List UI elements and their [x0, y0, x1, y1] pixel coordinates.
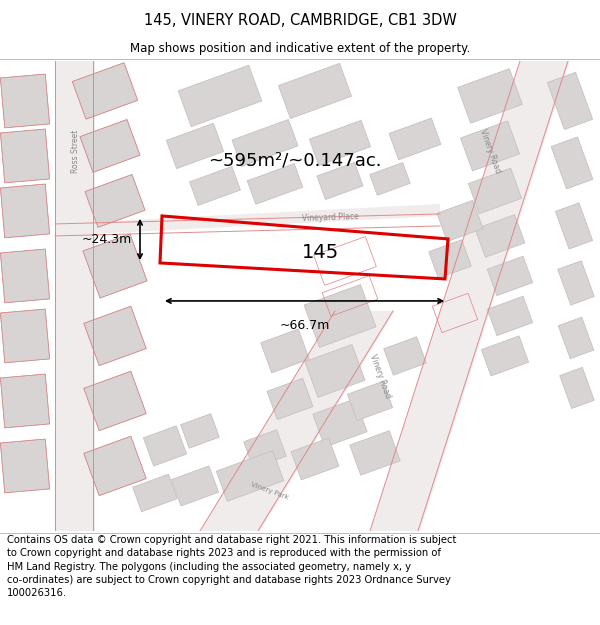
Polygon shape: [55, 204, 440, 236]
Polygon shape: [85, 174, 145, 228]
Text: Vinery Park: Vinery Park: [250, 481, 290, 501]
Polygon shape: [313, 399, 367, 447]
Polygon shape: [200, 311, 395, 531]
Polygon shape: [80, 119, 140, 172]
Polygon shape: [556, 203, 593, 249]
Polygon shape: [429, 240, 471, 278]
Polygon shape: [1, 439, 50, 493]
Polygon shape: [558, 261, 594, 305]
Polygon shape: [347, 381, 392, 421]
Polygon shape: [190, 166, 241, 206]
Polygon shape: [558, 318, 594, 359]
Text: Contains OS data © Crown copyright and database right 2021. This information is : Contains OS data © Crown copyright and d…: [7, 535, 457, 598]
Polygon shape: [560, 368, 594, 409]
Polygon shape: [437, 201, 483, 241]
Polygon shape: [304, 284, 376, 348]
Polygon shape: [247, 164, 303, 204]
Polygon shape: [143, 426, 187, 466]
Polygon shape: [1, 184, 50, 238]
Polygon shape: [469, 168, 521, 214]
Polygon shape: [291, 438, 339, 480]
Polygon shape: [310, 121, 371, 166]
Text: Map shows position and indicative extent of the property.: Map shows position and indicative extent…: [130, 41, 470, 54]
Polygon shape: [1, 74, 50, 128]
Text: Vinery Road: Vinery Road: [368, 352, 392, 399]
Polygon shape: [370, 61, 570, 531]
Polygon shape: [458, 69, 523, 123]
Polygon shape: [178, 65, 262, 127]
Polygon shape: [1, 309, 50, 362]
Polygon shape: [317, 162, 363, 199]
Polygon shape: [487, 256, 533, 296]
Polygon shape: [384, 337, 426, 375]
Text: 145, VINERY ROAD, CAMBRIDGE, CB1 3DW: 145, VINERY ROAD, CAMBRIDGE, CB1 3DW: [143, 13, 457, 28]
Polygon shape: [1, 374, 50, 428]
Polygon shape: [217, 451, 284, 501]
Polygon shape: [244, 430, 286, 468]
Polygon shape: [1, 129, 50, 182]
Polygon shape: [461, 121, 520, 171]
Polygon shape: [73, 62, 137, 119]
Polygon shape: [350, 431, 400, 475]
Text: Vinery Road: Vinery Road: [478, 127, 502, 174]
Polygon shape: [84, 306, 146, 366]
Polygon shape: [370, 162, 410, 195]
Polygon shape: [232, 119, 298, 166]
Polygon shape: [172, 466, 218, 506]
Text: ~595m²/~0.147ac.: ~595m²/~0.147ac.: [208, 152, 382, 170]
Polygon shape: [475, 214, 525, 258]
Polygon shape: [84, 436, 146, 496]
Polygon shape: [267, 378, 313, 419]
Polygon shape: [181, 414, 220, 448]
Polygon shape: [551, 137, 593, 189]
Polygon shape: [83, 234, 147, 298]
Polygon shape: [55, 61, 95, 531]
Polygon shape: [481, 336, 529, 376]
Polygon shape: [1, 249, 50, 302]
Text: Vineyard Place: Vineyard Place: [301, 213, 359, 223]
Polygon shape: [278, 63, 352, 119]
Polygon shape: [487, 296, 533, 336]
Text: ~24.3m: ~24.3m: [82, 233, 132, 246]
Polygon shape: [133, 474, 178, 512]
Polygon shape: [547, 72, 593, 129]
Polygon shape: [261, 329, 309, 373]
Polygon shape: [305, 344, 365, 398]
Text: Ross Street: Ross Street: [71, 129, 79, 173]
Polygon shape: [389, 118, 441, 160]
Polygon shape: [84, 371, 146, 431]
Polygon shape: [166, 123, 224, 169]
Text: 145: 145: [301, 243, 338, 262]
Text: ~66.7m: ~66.7m: [280, 319, 329, 332]
